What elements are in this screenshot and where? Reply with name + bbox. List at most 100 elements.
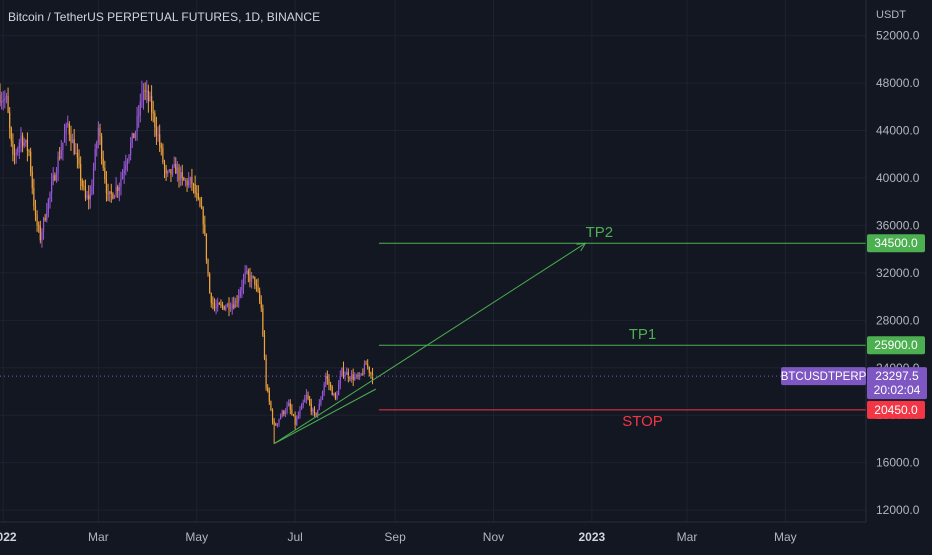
candle xyxy=(86,190,88,200)
candle-body xyxy=(105,179,108,193)
candle xyxy=(338,380,340,396)
candle xyxy=(125,154,127,176)
candle xyxy=(291,404,293,416)
candle-body xyxy=(194,183,196,194)
candle-body xyxy=(38,225,40,227)
candle-body xyxy=(15,152,17,155)
candle-body xyxy=(67,123,69,125)
candle-body xyxy=(18,142,20,149)
candle-body xyxy=(81,180,83,187)
candle xyxy=(91,179,93,196)
candle-body xyxy=(339,375,341,385)
candle-body xyxy=(149,95,151,101)
price-tick-label: 32000.0 xyxy=(876,266,920,280)
candle xyxy=(55,167,58,183)
level-label-tp1: TP1 xyxy=(629,326,657,343)
candle-body xyxy=(52,175,54,183)
candle-body xyxy=(10,127,12,141)
candle-body xyxy=(268,390,270,402)
candle-body xyxy=(80,164,82,181)
candle xyxy=(196,185,198,202)
candle xyxy=(223,305,225,311)
candle-body xyxy=(197,193,199,199)
candle-body xyxy=(226,303,228,307)
candle xyxy=(46,202,48,223)
price-tick-label: 44000.0 xyxy=(876,124,920,138)
candle-body xyxy=(84,187,87,198)
candle xyxy=(200,196,203,210)
candle-body xyxy=(30,151,32,172)
candle-body xyxy=(62,142,64,151)
candle xyxy=(226,302,228,308)
candle-body xyxy=(13,154,16,156)
candle-body xyxy=(284,411,287,414)
candle xyxy=(109,190,111,202)
candle xyxy=(170,168,172,183)
candle-body xyxy=(244,271,246,278)
candle xyxy=(28,149,30,157)
candle-body xyxy=(41,231,43,241)
support-trendline[interactable] xyxy=(273,388,376,445)
candle-body xyxy=(371,373,374,380)
candle xyxy=(5,92,8,104)
candle-body xyxy=(89,194,91,200)
candle-body xyxy=(246,271,248,273)
candle-body xyxy=(49,192,51,200)
candle xyxy=(159,124,161,152)
candle xyxy=(244,264,246,285)
candle-body xyxy=(276,423,278,426)
candle xyxy=(70,125,72,152)
candle-body xyxy=(304,398,306,403)
candle-body xyxy=(273,421,275,425)
candle-body xyxy=(123,169,125,174)
grid-layer xyxy=(0,0,866,522)
candle xyxy=(149,91,151,102)
candle-body xyxy=(92,168,95,187)
candle xyxy=(230,302,232,312)
candle xyxy=(44,213,46,222)
candle-body xyxy=(97,127,99,143)
level-price-value-tp2: 34500.0 xyxy=(874,236,918,250)
candle-body xyxy=(186,180,188,186)
candle xyxy=(347,368,349,383)
candle xyxy=(263,330,266,361)
price-tick-label: 48000.0 xyxy=(876,76,920,90)
candle-body xyxy=(336,395,338,399)
candle-body xyxy=(157,134,159,136)
candle xyxy=(304,394,306,403)
candle-body xyxy=(281,411,283,416)
candle-body xyxy=(65,124,67,135)
trend-arrow-line[interactable] xyxy=(273,242,586,445)
candle xyxy=(23,137,25,149)
candle xyxy=(284,408,287,418)
candle-body xyxy=(294,415,296,425)
candle xyxy=(184,178,187,187)
candle xyxy=(38,221,40,233)
candle-body xyxy=(247,271,249,275)
candle-body xyxy=(44,217,46,221)
candle xyxy=(241,279,243,298)
candle-body xyxy=(1,100,3,103)
candle xyxy=(359,371,361,381)
candle-body xyxy=(255,284,258,286)
candle xyxy=(59,146,61,161)
candle-body xyxy=(189,177,191,181)
candle xyxy=(209,272,211,294)
candle xyxy=(326,370,328,385)
candle-body xyxy=(109,191,111,195)
candle xyxy=(217,297,219,312)
candle-body xyxy=(146,90,148,92)
candle-body xyxy=(73,139,75,154)
time-axis[interactable]: 2022 Mar May Jul Sep Nov 2023 Mar May xyxy=(0,530,797,544)
candle xyxy=(297,411,299,420)
candle xyxy=(349,375,351,382)
candle-body xyxy=(233,304,235,308)
candle xyxy=(42,216,45,240)
candle-body xyxy=(150,95,153,113)
candle-body xyxy=(209,274,211,294)
candle-body xyxy=(107,192,109,195)
candle xyxy=(249,267,251,288)
candle-body xyxy=(257,284,259,292)
candle-body xyxy=(9,112,11,128)
